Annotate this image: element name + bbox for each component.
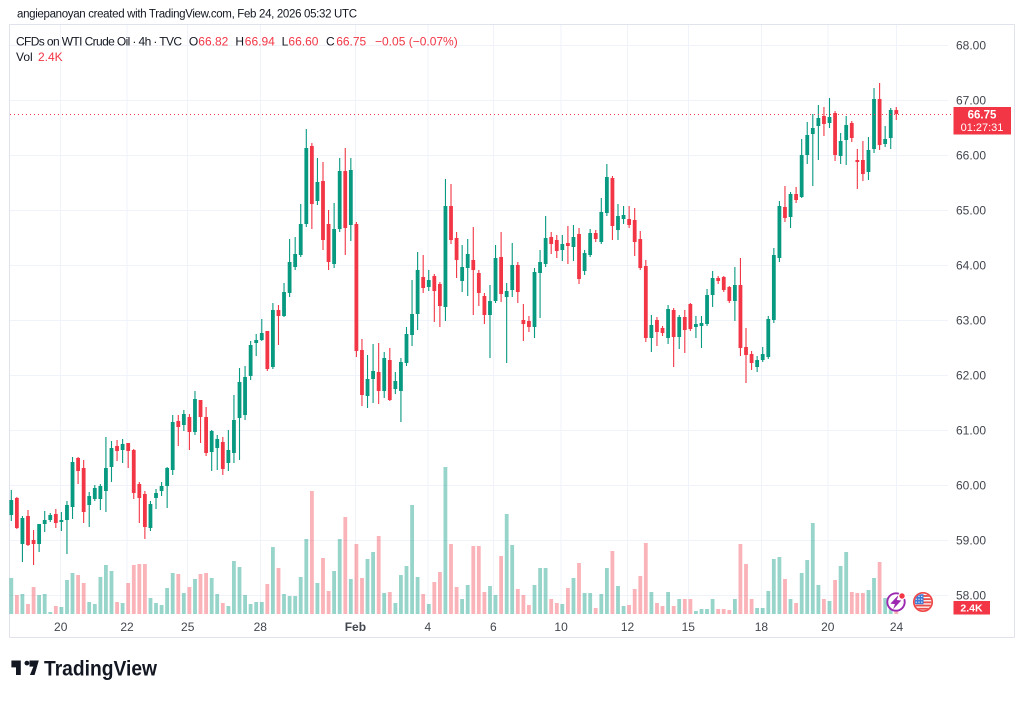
svg-text:66.00: 66.00 — [956, 149, 986, 163]
svg-text:65.00: 65.00 — [956, 204, 986, 218]
svg-text:66.82: 66.82 — [198, 35, 228, 49]
svg-text:10: 10 — [554, 620, 568, 634]
svg-text:C: C — [326, 35, 335, 49]
svg-text:4: 4 — [424, 620, 431, 634]
svg-text:22: 22 — [120, 620, 134, 634]
svg-text:58.00: 58.00 — [956, 589, 986, 603]
svg-text:TradingView: TradingView — [44, 657, 157, 681]
svg-text:67.00: 67.00 — [956, 94, 986, 108]
svg-text:Vol: Vol — [16, 50, 33, 64]
svg-text:O: O — [189, 35, 198, 49]
svg-text:Feb: Feb — [345, 620, 366, 634]
svg-text:01:27:31: 01:27:31 — [961, 122, 1004, 134]
svg-text:20: 20 — [821, 620, 835, 634]
svg-text:−0.05 (−0.07%): −0.05 (−0.07%) — [375, 35, 458, 49]
svg-text:15: 15 — [682, 620, 696, 634]
svg-text:62.00: 62.00 — [956, 369, 986, 383]
svg-text:H: H — [235, 35, 244, 49]
svg-text:angiepanoyan created with Trad: angiepanoyan created with TradingView.co… — [17, 9, 357, 21]
svg-text:66.75: 66.75 — [968, 109, 997, 121]
svg-text:18: 18 — [755, 620, 769, 634]
svg-text:66.94: 66.94 — [245, 35, 275, 49]
svg-text:6: 6 — [490, 620, 497, 634]
svg-text:66.60: 66.60 — [288, 35, 318, 49]
svg-text:66.75: 66.75 — [336, 35, 366, 49]
svg-text:63.00: 63.00 — [956, 314, 986, 328]
svg-text:24: 24 — [890, 620, 904, 634]
svg-text:2.4K: 2.4K — [960, 603, 983, 615]
svg-text:61.00: 61.00 — [956, 424, 986, 438]
svg-text:2.4K: 2.4K — [38, 50, 63, 64]
svg-text:CFDs on WTI Crude Oil · 4h · T: CFDs on WTI Crude Oil · 4h · TVC — [16, 35, 182, 49]
svg-text:28: 28 — [254, 620, 268, 634]
svg-text:L: L — [282, 35, 289, 49]
svg-text:59.00: 59.00 — [956, 534, 986, 548]
svg-text:60.00: 60.00 — [956, 479, 986, 493]
svg-text:20: 20 — [54, 620, 68, 634]
svg-text:64.00: 64.00 — [956, 259, 986, 273]
svg-text:25: 25 — [181, 620, 195, 634]
svg-text:12: 12 — [621, 620, 635, 634]
svg-text:68.00: 68.00 — [956, 39, 986, 53]
